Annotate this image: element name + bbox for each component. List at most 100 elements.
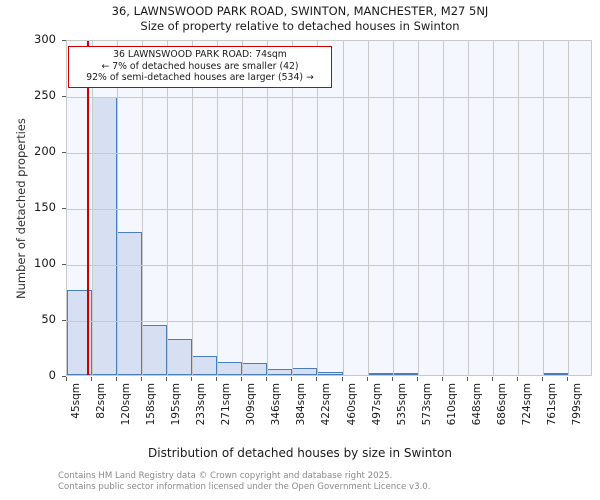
y-gridline xyxy=(67,209,591,210)
annotation-line-larger: 92% of semi-detached houses are larger (… xyxy=(86,72,314,83)
x-tick-label: 724sqm xyxy=(520,383,533,426)
x-tick-label: 535sqm xyxy=(395,383,408,426)
histogram-bar xyxy=(142,324,168,375)
y-gridline xyxy=(67,97,591,98)
histogram-bar xyxy=(392,373,418,375)
x-tick-mark xyxy=(391,377,393,381)
histogram-bar xyxy=(267,369,293,375)
x-tick-mark xyxy=(166,377,168,381)
x-gridline xyxy=(392,41,394,375)
x-tick-mark xyxy=(316,377,318,381)
x-tick-mark xyxy=(91,377,93,381)
x-tick-label: 158sqm xyxy=(145,383,158,426)
x-tick-mark xyxy=(541,377,543,381)
y-tick-label: 0 xyxy=(48,368,56,382)
x-tick-label: 45sqm xyxy=(70,383,82,419)
histogram-bar xyxy=(92,97,118,375)
y-tick-label: 150 xyxy=(34,200,56,214)
x-gridline xyxy=(192,41,194,375)
x-tick-label: 648sqm xyxy=(470,383,483,426)
x-tick-mark xyxy=(491,377,493,381)
x-tick-label: 346sqm xyxy=(270,383,283,426)
x-tick-mark xyxy=(441,377,443,381)
histogram-bar xyxy=(167,339,193,375)
x-tick-mark xyxy=(216,377,218,381)
x-tick-mark xyxy=(341,377,343,381)
x-tick-mark xyxy=(266,377,268,381)
footer-line-land-registry: Contains HM Land Registry data © Crown c… xyxy=(58,471,393,481)
x-axis-label: Distribution of detached houses by size … xyxy=(148,446,452,460)
x-tick-label: 195sqm xyxy=(170,383,183,426)
x-gridline xyxy=(567,41,569,375)
x-tick-mark xyxy=(241,377,243,381)
x-gridline xyxy=(492,41,494,375)
x-gridline xyxy=(467,41,469,375)
x-tick-label: 497sqm xyxy=(370,383,383,426)
y-gridline xyxy=(67,265,591,266)
histogram-bar xyxy=(217,361,243,375)
x-tick-mark xyxy=(291,377,293,381)
y-tick-label: 250 xyxy=(34,88,56,102)
x-tick-mark xyxy=(566,377,568,381)
x-tick-label: 233sqm xyxy=(195,383,208,426)
histogram-bar xyxy=(292,368,318,375)
x-gridline xyxy=(267,41,269,375)
x-gridline xyxy=(417,41,419,375)
x-gridline xyxy=(92,41,94,375)
x-tick-mark xyxy=(116,377,118,381)
x-tick-label: 799sqm xyxy=(570,383,583,426)
x-tick-mark xyxy=(366,377,368,381)
y-gridline xyxy=(67,321,591,322)
x-tick-label: 573sqm xyxy=(420,383,433,426)
x-tick-mark xyxy=(191,377,193,381)
x-gridline xyxy=(542,41,544,375)
x-tick-label: 610sqm xyxy=(445,383,458,426)
y-tick-label: 200 xyxy=(34,144,56,158)
chart-subtitle: Size of property relative to detached ho… xyxy=(140,19,460,33)
x-tick-label: 422sqm xyxy=(320,383,333,426)
x-tick-label: 271sqm xyxy=(220,383,233,426)
footer-line-ogl: Contains public sector information licen… xyxy=(58,481,431,492)
x-gridline xyxy=(292,41,294,375)
x-gridline xyxy=(442,41,444,375)
y-tick-label: 300 xyxy=(34,32,56,46)
chart-title-block: 36, LAWNSWOOD PARK ROAD, SWINTON, MANCHE… xyxy=(0,4,600,34)
histogram-bar xyxy=(192,355,218,375)
histogram-bar xyxy=(367,372,393,375)
y-gridline xyxy=(67,153,591,154)
y-tick-label: 100 xyxy=(34,256,56,270)
x-tick-label: 460sqm xyxy=(345,383,358,426)
property-annotation-box: 36 LAWNSWOOD PARK ROAD: 74sqm ← 7% of de… xyxy=(68,46,332,88)
x-tick-label: 384sqm xyxy=(295,383,308,426)
annotation-line-property: 36 LAWNSWOOD PARK ROAD: 74sqm xyxy=(113,49,287,60)
x-gridline xyxy=(517,41,519,375)
x-gridline xyxy=(242,41,244,375)
attribution-footer: Contains HM Land Registry data © Crown c… xyxy=(58,471,598,492)
histogram-bar xyxy=(317,371,343,375)
x-tick-label: 82sqm xyxy=(95,383,108,419)
x-tick-mark xyxy=(466,377,468,381)
x-gridline xyxy=(317,41,319,375)
x-tick-label: 761sqm xyxy=(545,383,558,426)
subject-property-marker-line xyxy=(86,41,89,375)
x-gridline xyxy=(367,41,369,375)
plot-area xyxy=(66,40,592,376)
bar-series xyxy=(67,41,591,375)
page-title: 36, LAWNSWOOD PARK ROAD, SWINTON, MANCHE… xyxy=(111,4,489,18)
x-tick-label: 686sqm xyxy=(495,383,508,426)
x-gridline xyxy=(117,41,119,375)
x-gridline xyxy=(142,41,144,375)
x-tick-mark xyxy=(416,377,418,381)
histogram-bar xyxy=(242,362,268,375)
y-axis-label: Number of detached properties xyxy=(14,117,28,299)
x-gridline xyxy=(167,41,169,375)
histogram-bar xyxy=(542,373,568,375)
x-tick-label: 309sqm xyxy=(245,383,258,426)
x-tick-label: 120sqm xyxy=(120,383,133,426)
x-tick-mark xyxy=(66,377,67,381)
y-tick-label: 50 xyxy=(41,312,56,326)
x-gridline xyxy=(342,41,344,375)
annotation-line-smaller: ← 7% of detached houses are smaller (42) xyxy=(101,60,299,72)
x-tick-mark xyxy=(141,377,143,381)
